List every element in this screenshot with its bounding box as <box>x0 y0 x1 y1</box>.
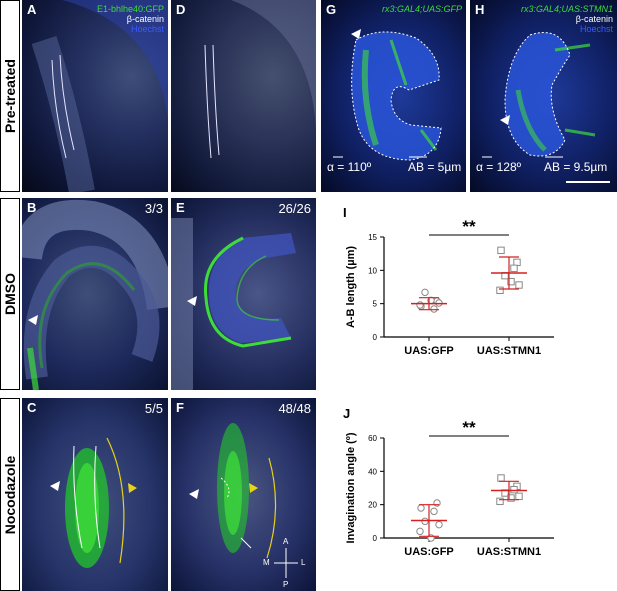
row-label-nocodazole: Nocodazole <box>0 398 20 591</box>
panel-f-count: 48/48 <box>278 401 311 416</box>
panel-c-letter: C <box>27 400 37 415</box>
panel-b-tissue <box>22 199 168 390</box>
panel-h-letter: H <box>475 2 485 17</box>
panel-g-alpha: α = 110º <box>327 160 372 174</box>
panel-h-alpha: α = 128º <box>476 160 522 174</box>
panel-h-legend-hoechst: Hoechst <box>579 24 613 34</box>
x-category-label: UAS:STMN1 <box>477 546 541 558</box>
data-point <box>497 246 505 255</box>
panel-a-legend-gfp: E1-bhlhe40:GFP <box>96 4 164 14</box>
data-point <box>507 494 515 502</box>
y-tick-label: 20 <box>368 501 377 510</box>
data-point <box>513 258 521 267</box>
panel-a-tissue <box>31 0 168 192</box>
chart-i-letter: I <box>343 205 347 220</box>
panel-f-tissue <box>189 423 298 578</box>
row-label-pretreated: Pre-treated <box>0 0 20 192</box>
data-point <box>430 305 438 313</box>
panel-g-image: G rx3:GAL4;UAS:GFP α = 110º AB = 5µm <box>321 0 466 192</box>
data-point <box>497 474 505 482</box>
panel-a-legend-hoechst: Hoechst <box>130 24 164 34</box>
data-point <box>421 288 429 297</box>
data-point <box>496 286 504 295</box>
panel-d-image: D <box>171 0 316 192</box>
y-tick-label: 0 <box>373 534 378 543</box>
panel-g-letter: G <box>326 2 337 17</box>
panel-h-legend-stmn1: rx3:GAL4;UAS:STMN1 <box>520 4 613 14</box>
chart-j-letter: J <box>343 406 351 421</box>
panel-g-legend: rx3:GAL4;UAS:GFP <box>381 4 462 14</box>
panel-b-image: B 3/3 <box>22 198 168 390</box>
x-category-label: UAS:GFP <box>404 546 454 558</box>
data-point <box>515 281 523 289</box>
data-point <box>435 520 443 529</box>
x-category-label: UAS:GFP <box>404 345 454 357</box>
panel-a-legend-catenin: β-catenin <box>126 14 164 24</box>
data-point <box>510 264 518 273</box>
panel-d-letter: D <box>176 2 186 17</box>
y-tick-label: 10 <box>368 266 377 275</box>
panel-f-letter: F <box>176 400 184 415</box>
row-label-dmso: DMSO <box>0 198 20 390</box>
panel-e-count: 26/26 <box>278 201 311 216</box>
panel-c-tissue <box>50 437 137 568</box>
y-tick-label: 5 <box>373 300 378 309</box>
panel-h-tissue <box>482 32 610 183</box>
y-tick-label: 60 <box>368 434 377 443</box>
panel-b-letter: B <box>27 200 37 215</box>
panel-h-image: H rx3:GAL4;UAS:STMN1 β-catenin Hoechst α… <box>470 0 617 192</box>
data-point <box>496 497 504 506</box>
data-point <box>417 504 425 512</box>
panel-f-image: F 48/48 A P M L <box>171 398 316 591</box>
chart-j: 0 20 40 60 UAS:GFP UAS:STMN1 Invagination angl… <box>345 418 554 558</box>
panel-e-image: E 26/26 <box>171 198 316 390</box>
panel-g-ab: AB = 5µm <box>408 160 462 174</box>
y-axis-label: A-B length (µm) <box>345 246 357 328</box>
data-point <box>515 492 523 501</box>
data-point <box>510 485 518 494</box>
y-axis-label: Invagination angle (º) <box>345 432 357 543</box>
panel-a-letter: A <box>27 2 37 17</box>
significance-stars: ** <box>462 217 476 236</box>
axis-l-label: L <box>301 558 306 567</box>
axis-m-label: M <box>263 558 270 567</box>
panel-e-tissue <box>171 218 296 390</box>
data-point <box>416 527 424 536</box>
y-tick-label: 40 <box>368 467 377 476</box>
y-tick-label: 15 <box>368 233 377 242</box>
axis-p-label: P <box>283 580 289 589</box>
data-point <box>416 301 424 309</box>
panel-c-count: 5/5 <box>144 401 163 416</box>
chart-i: 0 5 10 15 UAS:GFP UAS:STMN1 A-B length (µm) ** <box>345 217 554 357</box>
x-category-label: UAS:STMN1 <box>477 345 541 357</box>
panel-h-ab: AB = 9.5µm <box>544 160 608 174</box>
axis-a-label: A <box>283 537 289 546</box>
panel-e-letter: E <box>176 200 185 215</box>
panel-h-legend-catenin: β-catenin <box>575 14 613 24</box>
data-point <box>421 517 429 526</box>
panel-d-tissue <box>204 0 316 159</box>
panel-b-count: 3/3 <box>144 201 163 216</box>
panel-g-tissue <box>333 29 442 161</box>
significance-stars: ** <box>462 418 476 437</box>
data-point <box>507 277 515 286</box>
data-point <box>430 507 438 516</box>
y-tick-label: 0 <box>373 333 378 342</box>
panel-a-image: A E1-bhlhe40:GFP β-catenin Hoechst <box>22 0 168 192</box>
panel-c-image: C 5/5 <box>22 398 168 591</box>
